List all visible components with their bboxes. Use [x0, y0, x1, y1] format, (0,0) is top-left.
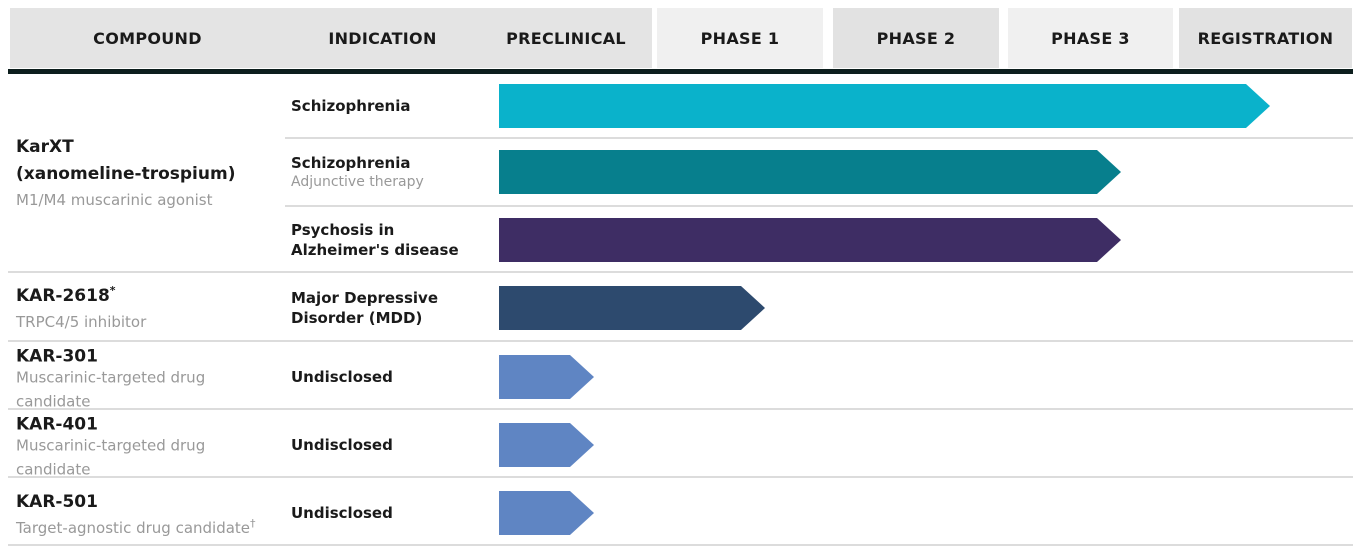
header-band-phase2 — [833, 8, 999, 68]
indication-undisclosed-kar501: Undisclosed — [291, 504, 393, 522]
progress-bar-undisclosed-kar501 — [499, 491, 594, 535]
row-divider — [8, 340, 1353, 342]
compound-name: KAR-301 — [16, 346, 98, 367]
progress-bar-undisclosed-kar301 — [499, 355, 594, 399]
row-divider — [8, 476, 1353, 478]
indication-schizophrenia-adjunctive: Schizophrenia Adjunctive therapy — [291, 153, 491, 191]
compound-name: KAR-401 — [16, 414, 98, 435]
header-underline — [8, 69, 1353, 74]
compound-subtitle: Muscarinic-targeted drug candidate — [16, 436, 206, 479]
indication-undisclosed-kar301: Undisclosed — [291, 368, 393, 386]
header-band-registration — [1179, 8, 1352, 68]
compound-kar501: KAR-501 Target-agnostic drug candidate† — [16, 486, 278, 538]
indication-subtitle: Adjunctive therapy — [291, 174, 424, 190]
compound-kar301: KAR-301 Muscarinic-targeted drug candida… — [16, 341, 278, 412]
compound-subtitle: Target-agnostic drug candidate† — [16, 516, 256, 537]
progress-bar-undisclosed-kar401 — [499, 423, 594, 467]
progress-bar-mdd — [499, 286, 765, 330]
compound-footnote-marker: * — [109, 284, 116, 298]
compound-kar2618: KAR-2618* TRPC4/5 inhibitor — [16, 280, 278, 332]
indication-schizophrenia: Schizophrenia — [291, 97, 411, 115]
column-header-phase1: PHASE 1 — [700, 28, 780, 48]
column-header-compound: COMPOUND — [93, 28, 202, 48]
compound-name: KarXT (xanomeline-trospium) — [16, 137, 236, 184]
column-header-preclinical: PRECLINICAL — [506, 28, 626, 48]
compound-subtitle: Muscarinic-targeted drug candidate — [16, 368, 206, 411]
compound-karxt: KarXT (xanomeline-trospium) M1/M4 muscar… — [16, 136, 278, 210]
column-header-registration: REGISTRATION — [1197, 28, 1334, 48]
row-divider — [8, 271, 1353, 273]
column-header-indication: INDICATION — [328, 28, 437, 48]
compound-subtitle: M1/M4 muscarinic agonist — [16, 190, 213, 209]
header-band-left — [10, 8, 652, 68]
progress-bar-schizophrenia — [499, 84, 1270, 128]
column-header-phase2: PHASE 2 — [876, 28, 956, 48]
header-band-phase1 — [657, 8, 823, 68]
compound-subtitle: TRPC4/5 inhibitor — [16, 312, 147, 331]
progress-bar-schizophrenia-adjunctive — [499, 150, 1121, 194]
compound-name: KAR-501 — [16, 491, 98, 512]
header-band-phase3 — [1008, 8, 1173, 68]
indication-mdd: Major Depressive Disorder (MDD) — [291, 289, 438, 327]
row-divider — [285, 137, 1353, 139]
column-header-phase3: PHASE 3 — [1051, 28, 1130, 48]
compound-name: KAR-2618 — [16, 285, 110, 306]
compound-kar401: KAR-401 Muscarinic-targeted drug candida… — [16, 409, 278, 480]
row-divider — [8, 544, 1353, 546]
progress-bar-psychosis-alzheimers — [499, 218, 1121, 262]
indication-undisclosed-kar401: Undisclosed — [291, 436, 393, 454]
row-divider — [8, 408, 1353, 410]
row-divider — [285, 205, 1353, 207]
indication-psychosis-alzheimers: Psychosis in Alzheimer's disease — [291, 221, 459, 259]
